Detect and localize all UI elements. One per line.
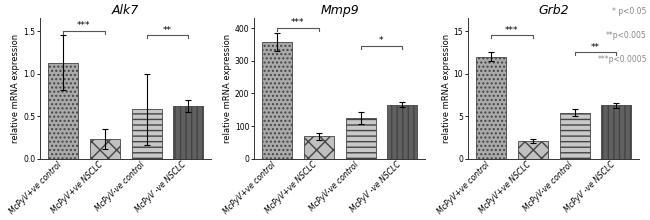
Text: *: * bbox=[379, 36, 384, 45]
Bar bbox=[90, 139, 120, 159]
Bar bbox=[476, 57, 506, 159]
Text: **: ** bbox=[591, 43, 600, 52]
Bar bbox=[304, 136, 334, 159]
Text: * p<0.05: * p<0.05 bbox=[612, 7, 647, 16]
Title: Alk7: Alk7 bbox=[112, 4, 139, 17]
Bar bbox=[174, 106, 203, 159]
Y-axis label: relative mRNA expression: relative mRNA expression bbox=[442, 34, 451, 143]
Text: **: ** bbox=[163, 26, 172, 35]
Text: **p<0.005: **p<0.005 bbox=[606, 31, 647, 40]
Text: ***: *** bbox=[77, 21, 90, 30]
Bar bbox=[387, 105, 417, 159]
Bar bbox=[48, 62, 78, 159]
Bar bbox=[262, 42, 292, 159]
Y-axis label: relative mRNA expression: relative mRNA expression bbox=[223, 34, 232, 143]
Bar bbox=[346, 118, 376, 159]
Text: ***: *** bbox=[505, 26, 519, 35]
Text: ***p<0.0005: ***p<0.0005 bbox=[597, 55, 647, 64]
Text: ***: *** bbox=[291, 18, 305, 28]
Title: Grb2: Grb2 bbox=[538, 4, 569, 17]
Y-axis label: relative mRNA expression: relative mRNA expression bbox=[11, 34, 20, 143]
Bar bbox=[518, 141, 548, 159]
Bar bbox=[131, 109, 162, 159]
Title: Mmp9: Mmp9 bbox=[320, 4, 359, 17]
Bar bbox=[560, 113, 590, 159]
Bar bbox=[601, 105, 631, 159]
